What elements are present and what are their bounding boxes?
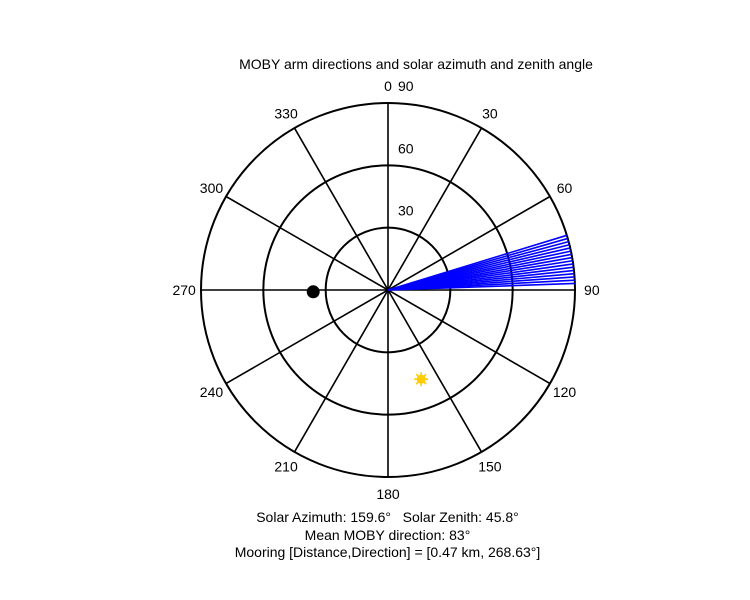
chart-title: MOBY arm directions and solar azimuth an…: [239, 56, 593, 72]
azimuth-label-240: 240: [200, 384, 224, 400]
data-marks: [306, 234, 575, 387]
mooring-marker: [306, 285, 320, 299]
radial-labels: 30 60 90: [398, 78, 414, 219]
radial-label-90: 90: [398, 78, 414, 94]
azimuth-label-180: 180: [376, 486, 400, 502]
mooring-caption: Mooring [Distance,Direction] = [0.47 km,…: [234, 544, 541, 560]
sun-marker-ray: [415, 380, 420, 385]
azimuth-label-30: 30: [482, 105, 498, 121]
sun-marker-ray: [422, 373, 427, 378]
solar-angles-caption: Solar Azimuth: 159.6° Solar Zenith: 45.8…: [256, 509, 519, 525]
sun-marker-ray: [415, 373, 420, 378]
radial-label-60: 60: [398, 140, 414, 156]
azimuth-label-0: 0: [384, 78, 392, 94]
radial-label-30: 30: [398, 203, 414, 219]
azimuth-label-60: 60: [557, 180, 573, 196]
azimuth-label-150: 150: [478, 459, 502, 475]
azimuth-label-90: 90: [584, 282, 600, 298]
sun-marker: [414, 372, 429, 387]
sun-marker-ray: [422, 380, 427, 385]
azimuth-labels: 0 30 60 90 120 150 180 210 240 270 300 330: [172, 78, 599, 502]
moby-arm-direction-line: [387, 282, 575, 291]
azimuth-label-330: 330: [274, 105, 298, 121]
azimuth-label-300: 300: [200, 180, 224, 196]
azimuth-label-210: 210: [274, 459, 298, 475]
azimuth-label-120: 120: [553, 384, 577, 400]
moby-direction-caption: Mean MOBY direction: 83°: [304, 527, 471, 543]
azimuth-label-270: 270: [172, 282, 196, 298]
